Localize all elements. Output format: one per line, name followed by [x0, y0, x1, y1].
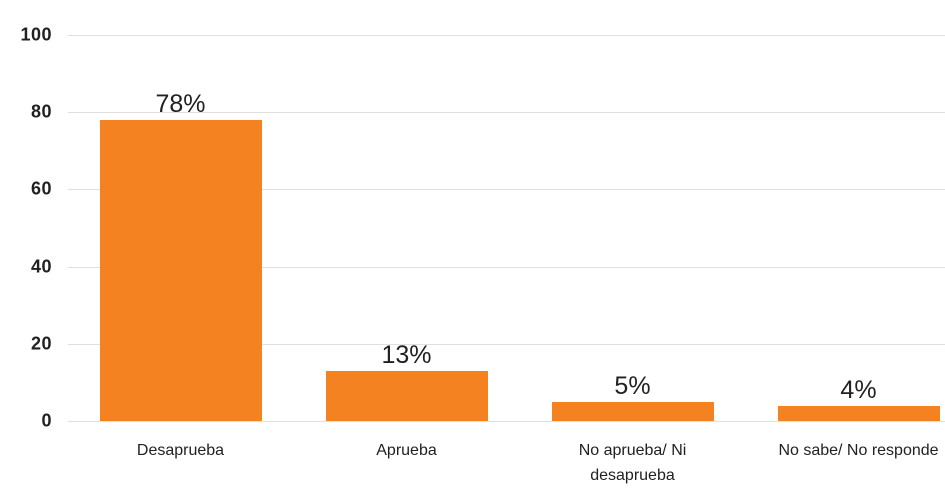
gridline-40 — [68, 266, 945, 268]
y-axis-tick-label: 20 — [30, 333, 52, 354]
bar-value-label: 13% — [381, 340, 432, 369]
y-axis-tick-label: 100 — [20, 24, 52, 45]
gridline-80 — [68, 112, 945, 114]
bar — [777, 405, 940, 421]
y-axis-tick-label: 60 — [30, 179, 52, 200]
category-label: Aprueba — [376, 442, 437, 459]
y-axis-tick-label: 40 — [30, 256, 52, 277]
bar-value-label: 4% — [840, 375, 877, 404]
bar — [99, 119, 262, 421]
bar-value-label: 5% — [614, 371, 651, 400]
category-label: Desaprueba — [136, 442, 225, 459]
bar — [325, 370, 488, 421]
category-label: No sabe/ No responde — [778, 442, 939, 459]
gridline-20 — [68, 343, 945, 345]
bar — [551, 401, 714, 421]
y-axis-tick-label: 80 — [30, 101, 52, 122]
gridline-0 — [68, 421, 945, 422]
gridline-100 — [68, 35, 945, 36]
gridline-60 — [68, 189, 945, 191]
bar-value-label: 78% — [155, 89, 206, 118]
category-label: No aprueba/ Ni desaprueba — [578, 442, 687, 484]
y-axis-tick-label: 0 — [41, 410, 52, 431]
